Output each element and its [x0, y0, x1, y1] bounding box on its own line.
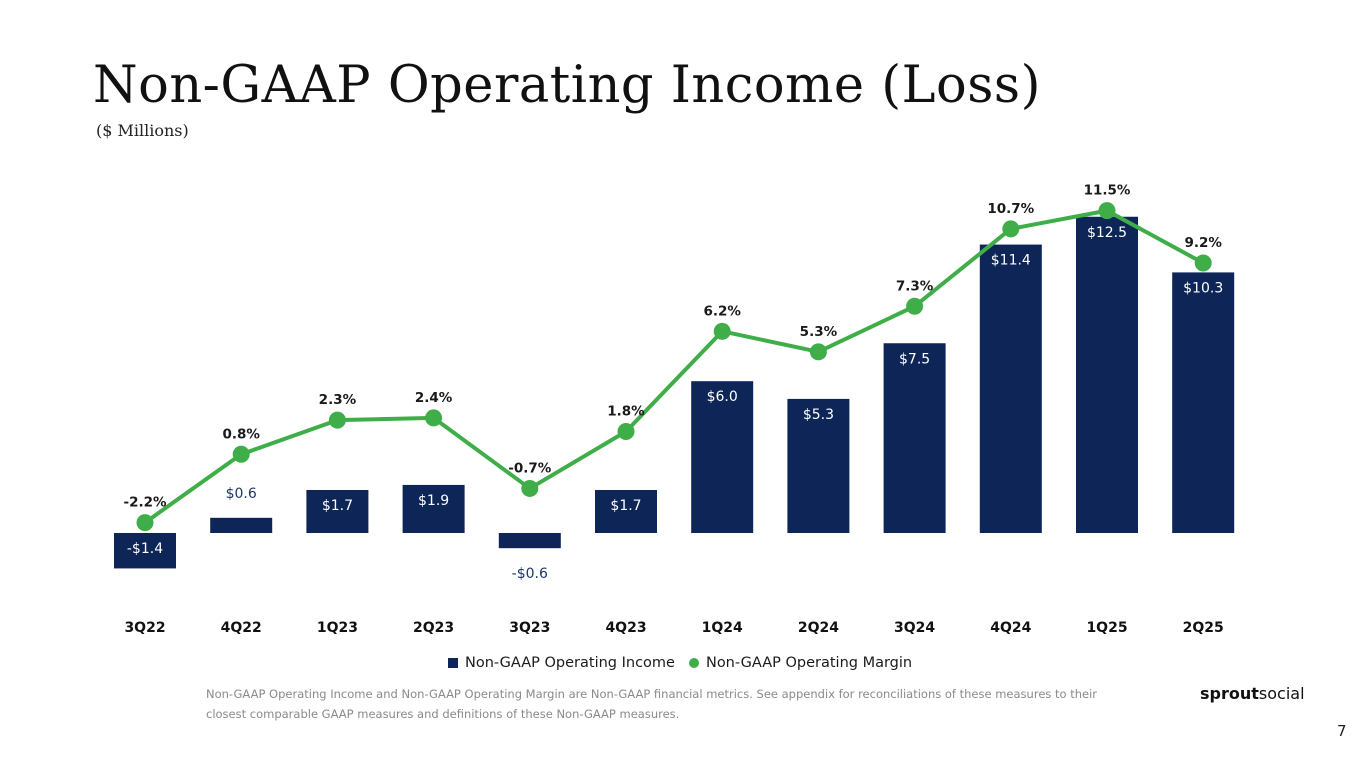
category-label-1Q24: 1Q24 — [702, 620, 743, 636]
bar-4Q22 — [210, 517, 273, 533]
bar-4Q24 — [979, 244, 1042, 533]
chart: -$1.4 3Q22 $0.6 4Q22 $1.7 1Q23 $1.9 2Q23 -$0.6 3Q… — [114, 183, 1235, 636]
category-label-4Q24: 4Q24 — [990, 620, 1031, 636]
category-label-3Q24: 3Q24 — [894, 620, 935, 636]
margin-value-label: 6.2% — [703, 303, 741, 319]
margin-value-label: 10.7% — [987, 201, 1034, 217]
margin-point-4Q23 — [617, 423, 635, 441]
bar-value-label: $0.6 — [226, 486, 257, 502]
page-number: 7 — [1337, 722, 1347, 740]
page-subtitle: ($ Millions) — [96, 121, 189, 140]
bar-value-label: -$0.6 — [512, 566, 548, 582]
bar-value-label: $10.3 — [1183, 280, 1223, 296]
legend-label-income: Non-GAAP Operating Income — [465, 655, 675, 671]
page-title: Non-GAAP Operating Income (Loss) — [93, 56, 1041, 115]
legend-item-income: Non-GAAP Operating Income — [448, 655, 675, 671]
chart-legend: Non-GAAP Operating Income Non-GAAP Opera… — [448, 655, 926, 671]
bar-2Q23 — [402, 484, 465, 533]
category-label-3Q22: 3Q22 — [124, 620, 165, 636]
margin-point-3Q23 — [521, 479, 539, 497]
sprout-social-logo: sproutsocial — [1200, 684, 1305, 703]
bar-value-label: $6.0 — [707, 389, 738, 405]
bar-2Q25 — [1172, 272, 1235, 533]
bar-value-label: $1.7 — [610, 498, 641, 514]
margin-value-label: 7.3% — [896, 278, 934, 294]
bar-2Q24 — [787, 398, 850, 533]
margin-series-line — [143, 208, 1205, 525]
margin-point-3Q24 — [906, 297, 924, 315]
bar-value-label: $7.5 — [899, 351, 930, 367]
margin-point-2Q25 — [1194, 254, 1212, 272]
bar-1Q23 — [306, 489, 369, 533]
category-label-1Q23: 1Q23 — [317, 620, 358, 636]
category-label-2Q25: 2Q25 — [1183, 620, 1224, 636]
margin-value-label: 0.8% — [222, 426, 260, 442]
legend-label-margin: Non-GAAP Operating Margin — [705, 655, 913, 671]
margin-value-label: 2.4% — [415, 390, 453, 406]
margin-value-label: 2.3% — [319, 392, 357, 408]
bar-1Q25 — [1076, 216, 1138, 533]
margin-value-label: 5.3% — [800, 324, 838, 340]
bar-value-label: $1.7 — [322, 498, 353, 514]
margin-point-4Q24 — [1002, 220, 1020, 238]
category-label-3Q23: 3Q23 — [509, 620, 550, 636]
category-label-1Q25: 1Q25 — [1086, 620, 1127, 636]
margin-point-4Q22 — [232, 445, 250, 463]
bar-4Q23 — [595, 489, 657, 533]
margin-value-label: 9.2% — [1184, 235, 1222, 251]
category-label-4Q23: 4Q23 — [605, 620, 646, 636]
logo-bold-text: sprout — [1200, 684, 1259, 703]
bar-3Q22 — [114, 533, 176, 569]
category-label-2Q24: 2Q24 — [798, 620, 839, 636]
margin-point-2Q23 — [425, 409, 443, 427]
bar-value-label: -$1.4 — [127, 541, 163, 557]
logo-light-text: social — [1258, 684, 1305, 703]
bar-value-label: $11.4 — [991, 253, 1031, 269]
bar-3Q23 — [498, 533, 561, 549]
margin-value-label: 1.8% — [607, 404, 645, 420]
margin-point-2Q24 — [809, 343, 827, 361]
footnote: Non-GAAP Operating Income and Non-GAAP O… — [206, 687, 1098, 721]
bar-value-label: $12.5 — [1087, 225, 1127, 241]
margin-value-label: -0.7% — [508, 460, 552, 476]
margin-point-1Q24 — [713, 322, 731, 340]
bar-value-label: $1.9 — [418, 493, 449, 509]
bar-1Q24 — [691, 381, 754, 533]
legend-bar-swatch — [448, 658, 458, 668]
bar-value-label: $5.3 — [803, 407, 834, 423]
category-label-4Q22: 4Q22 — [221, 620, 262, 636]
legend-dot-swatch — [688, 658, 699, 668]
margin-point-1Q25 — [1098, 202, 1116, 220]
bar-3Q24 — [883, 343, 946, 533]
margin-value-label: -2.2% — [123, 495, 167, 511]
legend-item-margin: Non-GAAP Operating Margin — [688, 655, 913, 671]
margin-point-1Q23 — [328, 411, 346, 429]
margin-point-3Q22 — [136, 514, 154, 532]
category-label-2Q23: 2Q23 — [413, 620, 454, 636]
margin-value-label: 11.5% — [1084, 183, 1131, 199]
